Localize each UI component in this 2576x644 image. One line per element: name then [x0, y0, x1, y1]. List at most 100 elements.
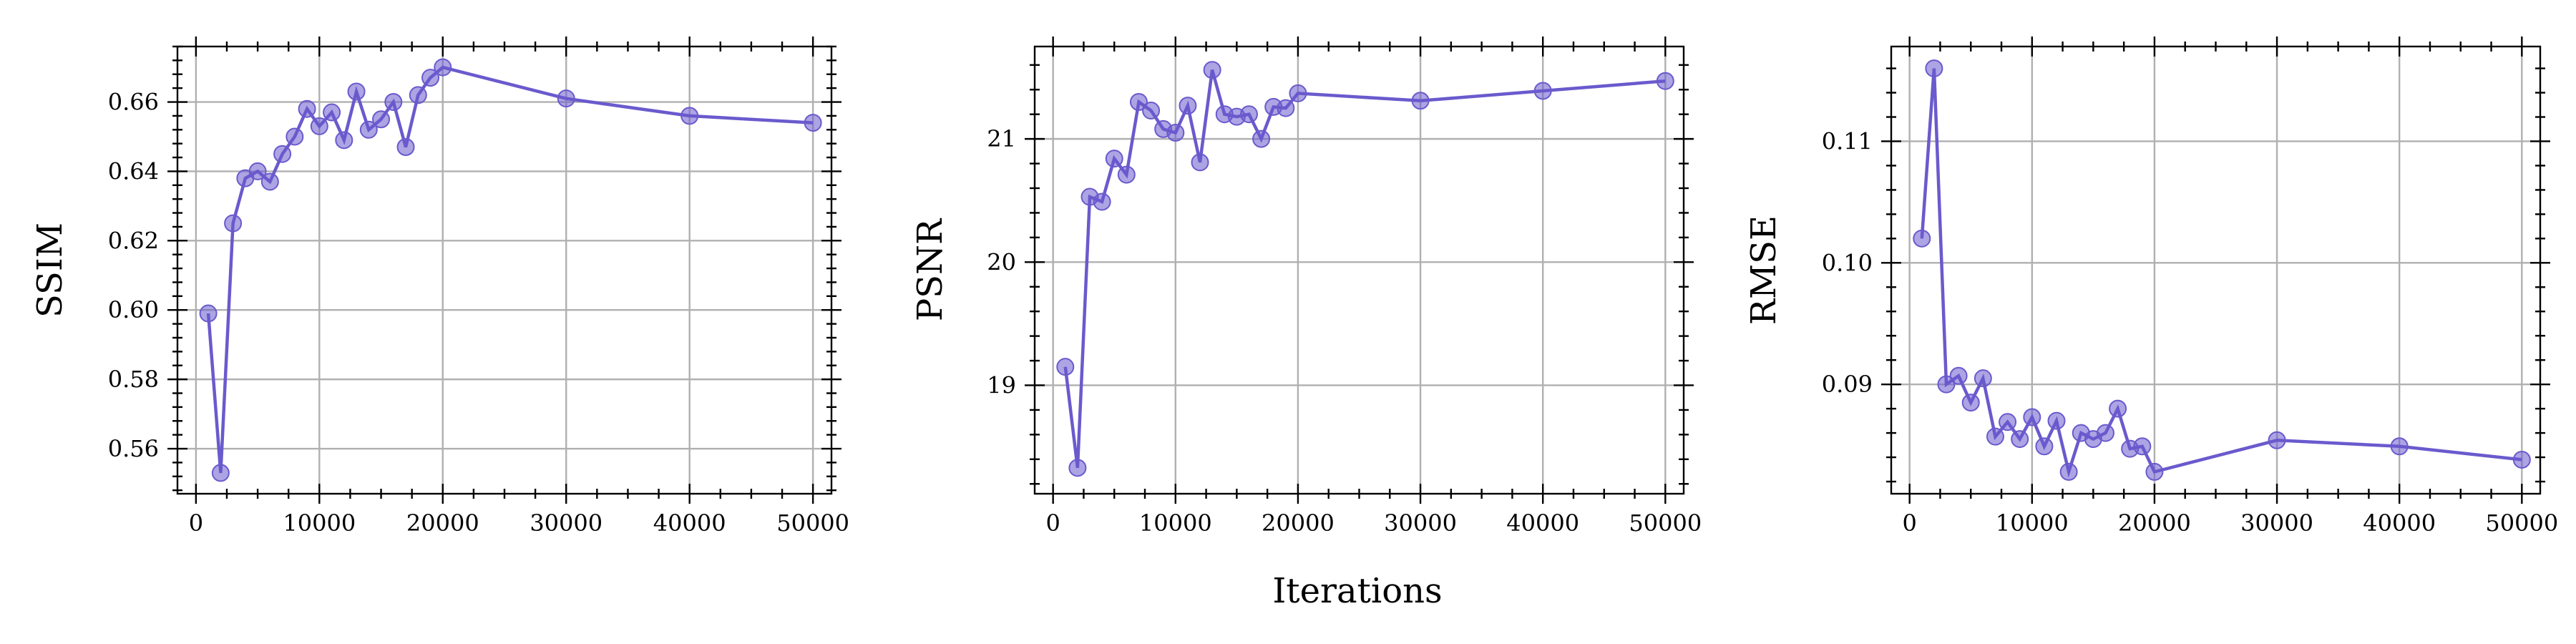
ssim-data-point: [680, 107, 699, 125]
ssim-data-point: [421, 69, 440, 87]
ssim-ytick-label: 0.62: [108, 227, 159, 254]
ssim-data-point: [286, 127, 304, 146]
psnr-panel: 0 10000 20000 30000 40000 50000 19 20 21 PSNR: [910, 36, 1702, 537]
rmse-ytick-label: 0.10: [1822, 249, 1873, 276]
psnr-ytick-label: 19: [987, 371, 1016, 399]
ssim-data-point: [557, 89, 575, 108]
rmse-data-point: [2109, 399, 2127, 418]
psnr-data-point: [1252, 130, 1271, 148]
rmse-data-point: [2512, 450, 2531, 469]
rmse-data-point: [1999, 413, 2017, 431]
rmse-plot-frame: [1890, 45, 2542, 495]
ssim-data-point: [347, 82, 366, 101]
psnr-data-point: [1142, 102, 1161, 120]
ssim-data-point: [335, 131, 353, 150]
psnr-xtick-label: 20000: [1262, 509, 1335, 537]
rmse-data-point: [1913, 229, 1931, 248]
ssim-plot-frame: [176, 45, 833, 495]
rmse-data-point: [2133, 437, 2152, 456]
ssim-ytick-label: 0.58: [108, 366, 159, 393]
psnr-data-point: [1093, 192, 1111, 211]
psnr-data-point: [1166, 124, 1185, 142]
rmse-data-point: [2047, 411, 2066, 430]
ssim-data-point: [323, 103, 341, 122]
ssim-xtick-label: 10000: [283, 509, 356, 537]
rmse-data-point: [2390, 437, 2409, 456]
ssim-data-point: [224, 214, 243, 233]
rmse-ytick-label: 0.11: [1822, 127, 1873, 155]
ssim-data-point: [310, 117, 328, 135]
rmse-data-point: [2268, 431, 2286, 449]
rmse-data-point: [2096, 424, 2114, 442]
ssim-xtick-label: 30000: [530, 509, 602, 537]
rmse-data-point: [1961, 394, 1980, 412]
ssim-panel: 0 10000 20000 30000 40000 50000 0.56 0.58 0.60 0.…: [30, 36, 849, 537]
rmse-data-point: [1974, 369, 1992, 388]
rmse-xtick-label: 50000: [2485, 509, 2558, 537]
ssim-series-line: [206, 65, 814, 474]
x-axis-title: Iterations: [1272, 571, 1442, 611]
rmse-panel: 0 10000 20000 30000 40000 50000 0.09 0.10 0.11 RM…: [1744, 36, 2558, 537]
psnr-xtick-label: 50000: [1629, 509, 1702, 537]
ssim-data-point: [273, 145, 292, 163]
psnr-data-point: [1203, 61, 1221, 79]
rmse-data-point: [2059, 462, 2078, 481]
psnr-data-point: [1105, 150, 1123, 168]
ssim-xtick-label: 20000: [406, 509, 479, 537]
rmse-series-line: [1920, 68, 2522, 478]
rmse-xtick-label: 40000: [2363, 509, 2436, 537]
rmse-data-point: [2023, 408, 2041, 426]
ssim-xtick-label: 50000: [776, 509, 849, 537]
psnr-data-point: [1656, 72, 1674, 90]
ssim-data-point: [298, 99, 316, 118]
ssim-ytick-label: 0.56: [108, 435, 159, 462]
psnr-data-point: [1129, 92, 1148, 111]
psnr-ytick-label: 20: [987, 248, 1016, 275]
ssim-xtick-label: 40000: [653, 509, 726, 537]
rmse-data-point: [2145, 462, 2164, 481]
rmse-data-point: [1986, 427, 2004, 446]
psnr-data-point: [1191, 153, 1209, 172]
ssim-ytick-label: 0.60: [108, 296, 159, 323]
ssim-data-point: [199, 304, 218, 323]
rmse-xtick-label: 0: [1902, 509, 1916, 537]
ssim-data-point: [359, 120, 378, 139]
rmse-xtick-label: 10000: [1996, 509, 2069, 537]
ssim-y-axis-title: SSIM: [30, 223, 70, 318]
rmse-y-axis-title: RMSE: [1744, 215, 1784, 325]
psnr-ytick-label: 21: [987, 125, 1016, 152]
psnr-data-point: [1056, 358, 1075, 376]
psnr-data-point: [1239, 105, 1258, 124]
psnr-data-point: [1289, 84, 1307, 102]
rmse-xtick-label: 30000: [2240, 509, 2313, 537]
psnr-data-point: [1068, 459, 1087, 477]
rmse-data-point: [1949, 366, 1968, 385]
psnr-xtick-label: 40000: [1506, 509, 1579, 537]
rmse-xtick-label: 20000: [2118, 509, 2191, 537]
psnr-y-axis-title: PSNR: [910, 218, 950, 321]
rmse-data-point: [1937, 375, 1956, 394]
ssim-ytick-label: 0.64: [108, 157, 159, 185]
rmse-data-point: [2035, 437, 2054, 456]
ssim-data-point: [434, 58, 452, 77]
rmse-data-point: [1925, 59, 1943, 78]
ssim-data-point: [804, 114, 822, 132]
psnr-xtick-label: 10000: [1139, 509, 1212, 537]
ssim-data-point: [372, 110, 391, 129]
ssim-data-point: [260, 172, 279, 191]
ssim-data-point: [211, 464, 230, 482]
rmse-data-point: [2011, 430, 2029, 449]
psnr-data-point: [1533, 82, 1552, 100]
psnr-xtick-label: 30000: [1384, 509, 1457, 537]
ssim-data-point: [396, 138, 415, 157]
ssim-data-point: [384, 93, 403, 112]
psnr-data-point: [1117, 165, 1136, 184]
rmse-ytick-label: 0.09: [1822, 371, 1873, 398]
ssim-data-point: [409, 86, 427, 104]
psnr-data-point: [1179, 97, 1197, 115]
psnr-data-point: [1411, 92, 1430, 110]
ssim-xtick-label: 0: [189, 509, 203, 537]
ssim-data-point: [248, 162, 267, 180]
ssim-ytick-label: 0.66: [108, 89, 159, 116]
psnr-xtick-label: 0: [1045, 509, 1060, 537]
